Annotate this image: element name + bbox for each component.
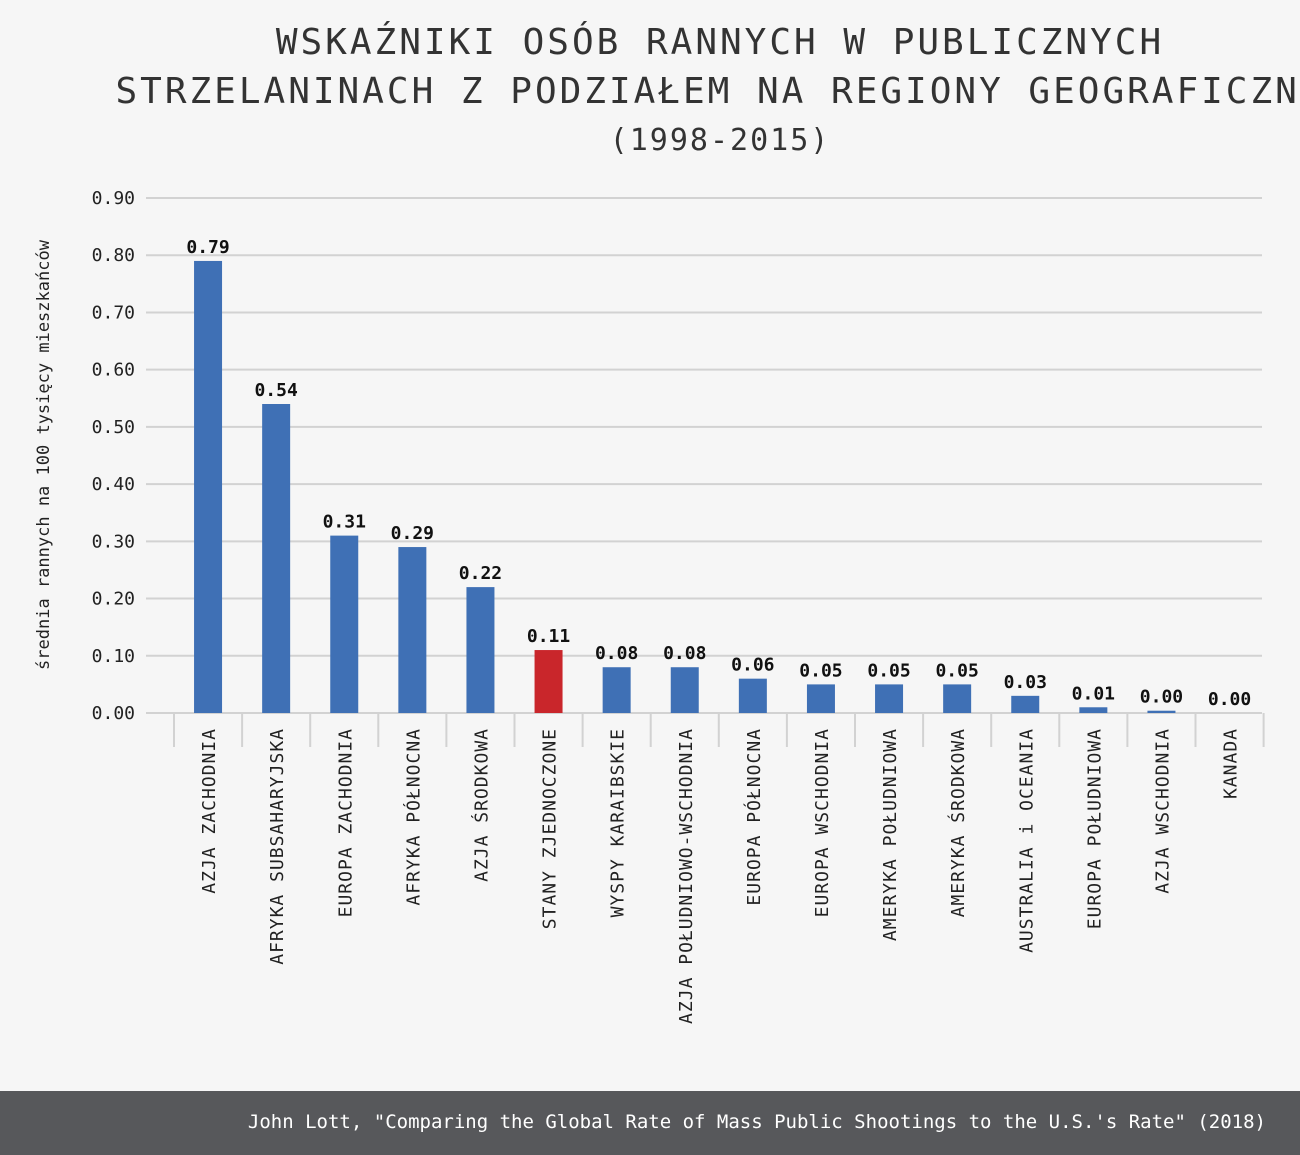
bar-14 — [1147, 710, 1176, 713]
value-label-0: 0.79 — [186, 237, 229, 258]
value-label-11: 0.05 — [935, 660, 978, 681]
category-label-2: EUROPA ZACHODNIA — [335, 728, 356, 917]
value-label-15: 0.00 — [1208, 689, 1251, 710]
chart-title-line-2: STRZELANINACH Z PODZIAŁEM NA REGIONY GEO… — [115, 71, 1300, 112]
y-tick-label-3: 0.30 — [92, 531, 135, 552]
value-label-7: 0.08 — [663, 643, 706, 664]
bar-10 — [875, 684, 904, 713]
y-axis-label: średnia rannych na 100 tysięcy mieszkańc… — [34, 239, 54, 670]
category-label-11: AMERYKA ŚRODKOWA — [947, 728, 969, 917]
category-label-12: AUSTRALIA i OCEANIA — [1016, 728, 1037, 953]
y-tick-label-4: 0.40 — [92, 474, 135, 495]
value-label-10: 0.05 — [867, 660, 910, 681]
y-tick-label-6: 0.60 — [92, 360, 135, 381]
bar-12 — [1011, 695, 1040, 713]
bar-6 — [602, 667, 631, 713]
category-label-10: AMERYKA POŁUDNIOWA — [880, 728, 901, 941]
category-label-6: WYSPY KARAIBSKIE — [608, 728, 629, 917]
value-label-9: 0.05 — [799, 660, 842, 681]
bar-4 — [466, 587, 495, 713]
bar-5 — [534, 650, 563, 713]
bar-1 — [262, 404, 291, 713]
y-tick-label-1: 0.10 — [92, 646, 135, 667]
bar-0 — [194, 260, 223, 713]
category-label-0: AZJA ZACHODNIA — [199, 728, 220, 894]
value-label-5: 0.11 — [527, 626, 570, 647]
source-footer: John Lott, "Comparing the Global Rate of… — [0, 1091, 1300, 1155]
bar-11 — [943, 684, 972, 713]
category-label-4: AZJA ŚRODKOWA — [470, 728, 492, 882]
value-labels: 0.79 0.54 0.31 0.29 0.22 0.11 0.08 0.08 0.06 0.05… — [186, 237, 1251, 710]
category-label-9: EUROPA WSCHODNIA — [812, 728, 833, 917]
category-label-13: EUROPA POŁUDNIOWA — [1084, 728, 1105, 929]
x-axis — [173, 713, 1265, 747]
y-tick-label-2: 0.20 — [92, 589, 135, 610]
bar-2 — [330, 535, 359, 713]
category-label-5: STANY ZJEDNOCZONE — [540, 728, 561, 929]
value-label-6: 0.08 — [595, 643, 638, 664]
source-citation: John Lott, "Comparing the Global Rate of… — [247, 1111, 1266, 1133]
chart-title-line-1: WSKAŹNIKI OSÓB RANNYCH W PUBLICZNYCH — [276, 21, 1164, 63]
value-label-2: 0.31 — [323, 512, 366, 533]
y-tick-label-5: 0.50 — [92, 417, 135, 438]
y-tick-label-7: 0.70 — [92, 302, 135, 323]
gridlines — [146, 197, 1262, 714]
value-label-3: 0.29 — [391, 523, 434, 544]
category-label-7: AZJA POŁUDNIOWO-WSCHODNIA — [676, 728, 697, 1024]
category-label-3: AFRYKA PÓŁNOCNA — [402, 728, 424, 906]
bar-chart: WSKAŹNIKI OSÓB RANNYCH W PUBLICZNYCH STR… — [34, 21, 1300, 1024]
category-label-1: AFRYKA SUBSAHARYJSKA — [267, 728, 288, 965]
category-label-8: EUROPA PÓŁNOCNA — [743, 728, 765, 906]
chart-subtitle: (1998-2015) — [610, 123, 831, 158]
bar-13 — [1079, 707, 1108, 713]
value-label-8: 0.06 — [731, 655, 774, 676]
value-label-14: 0.00 — [1140, 687, 1183, 708]
bar-9 — [806, 684, 835, 713]
category-label-14: AZJA WSCHODNIA — [1152, 728, 1173, 894]
y-tick-label-0: 0.00 — [92, 703, 135, 724]
value-label-12: 0.03 — [1004, 672, 1047, 693]
bar-8 — [738, 678, 767, 713]
y-tick-label-8: 0.80 — [92, 245, 135, 266]
value-label-4: 0.22 — [459, 563, 502, 584]
bars — [194, 260, 1176, 713]
category-label-15: KANADA — [1221, 728, 1242, 799]
bar-7 — [670, 667, 699, 713]
value-label-1: 0.54 — [254, 380, 298, 401]
y-tick-label-9: 0.90 — [92, 188, 135, 209]
value-label-13: 0.01 — [1072, 683, 1115, 704]
category-labels: AZJA ZACHODNIA AFRYKA SUBSAHARYJSKA EUROPA… — [199, 728, 1242, 1024]
bar-3 — [398, 547, 427, 713]
y-axis-ticks: 0.00 0.10 0.20 0.30 0.40 0.50 0.60 0.70 0.80 0.90 — [92, 188, 135, 724]
